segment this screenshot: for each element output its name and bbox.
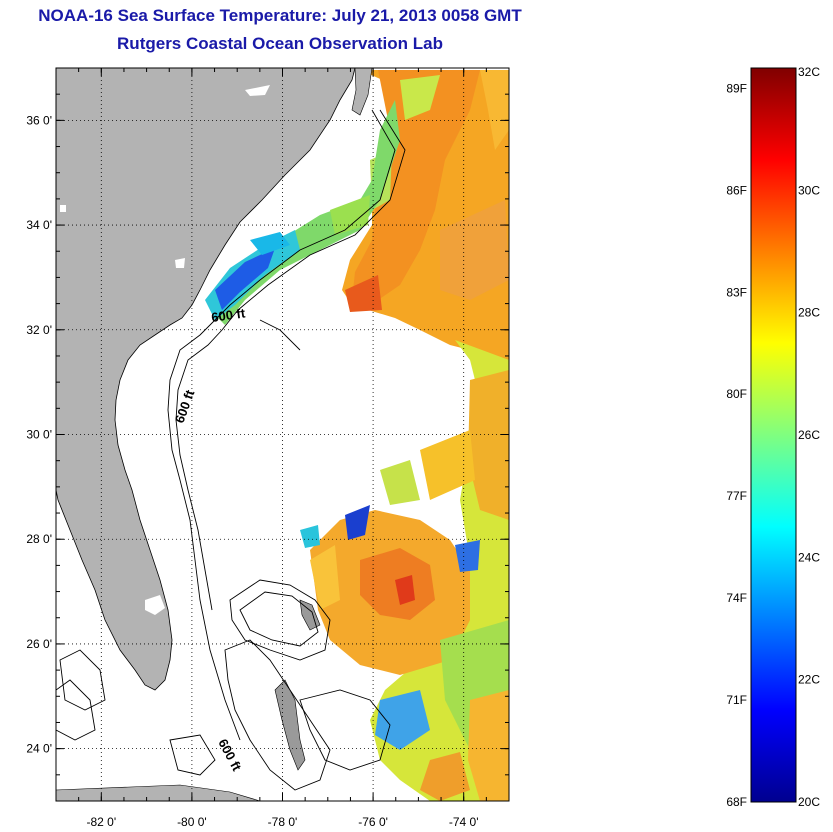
lat-tick-label: 36 0': [26, 113, 52, 127]
fahrenheit-label: 83F: [726, 285, 747, 299]
color-bar: [750, 67, 797, 803]
lon-tick-label: -80 0': [177, 815, 207, 829]
map-area: [56, 68, 509, 801]
lon-tick-label: -74 0': [449, 815, 479, 829]
celsius-label: 20C: [798, 795, 820, 809]
celsius-label: 24C: [798, 550, 820, 564]
fahrenheit-label: 89F: [726, 81, 747, 95]
longitude-axis: -82 0' -80 0' -78 0' -76 0' -74 0': [86, 815, 478, 829]
lat-tick-label: 28 0': [26, 532, 52, 546]
depth-label-1: 600 ft: [210, 305, 246, 325]
sst-swaths: [205, 70, 509, 801]
celsius-label: 32C: [798, 65, 820, 79]
lat-tick-label: 32 0': [26, 323, 52, 337]
map-title: NOAA-16 Sea Surface Temperature: July 21…: [38, 6, 522, 25]
lon-tick-label: -76 0': [358, 815, 388, 829]
lat-tick-label: 26 0': [26, 637, 52, 651]
land: [56, 68, 373, 801]
color-bar-labels: 32C 30C 28C 26C 24C 22C 20C 89F 86F 83F 80F 77F 74F 7…: [726, 65, 820, 809]
fahrenheit-label: 86F: [726, 183, 747, 197]
lat-tick-label: 30 0': [26, 428, 52, 442]
celsius-label: 30C: [798, 183, 820, 197]
depth-contours: [56, 109, 406, 791]
fahrenheit-label: 77F: [726, 489, 747, 503]
lat-tick-label: 24 0': [26, 742, 52, 756]
fahrenheit-label: 74F: [726, 591, 747, 605]
map-subtitle: Rutgers Coastal Ocean Observation Lab: [117, 34, 443, 53]
fahrenheit-label: 80F: [726, 387, 747, 401]
lat-tick-label: 34 0': [26, 218, 52, 232]
map-tick-marks: [55, 67, 510, 802]
lon-tick-label: -82 0': [86, 815, 116, 829]
fahrenheit-label: 71F: [726, 693, 747, 707]
lon-tick-label: -78 0': [268, 815, 298, 829]
fahrenheit-label: 68F: [726, 795, 747, 809]
celsius-label: 22C: [798, 673, 820, 687]
celsius-label: 26C: [798, 428, 820, 442]
latitude-axis: 36 0' 34 0' 32 0' 30 0' 28 0' 26 0' 24 0': [26, 113, 52, 755]
celsius-label: 28C: [798, 306, 820, 320]
